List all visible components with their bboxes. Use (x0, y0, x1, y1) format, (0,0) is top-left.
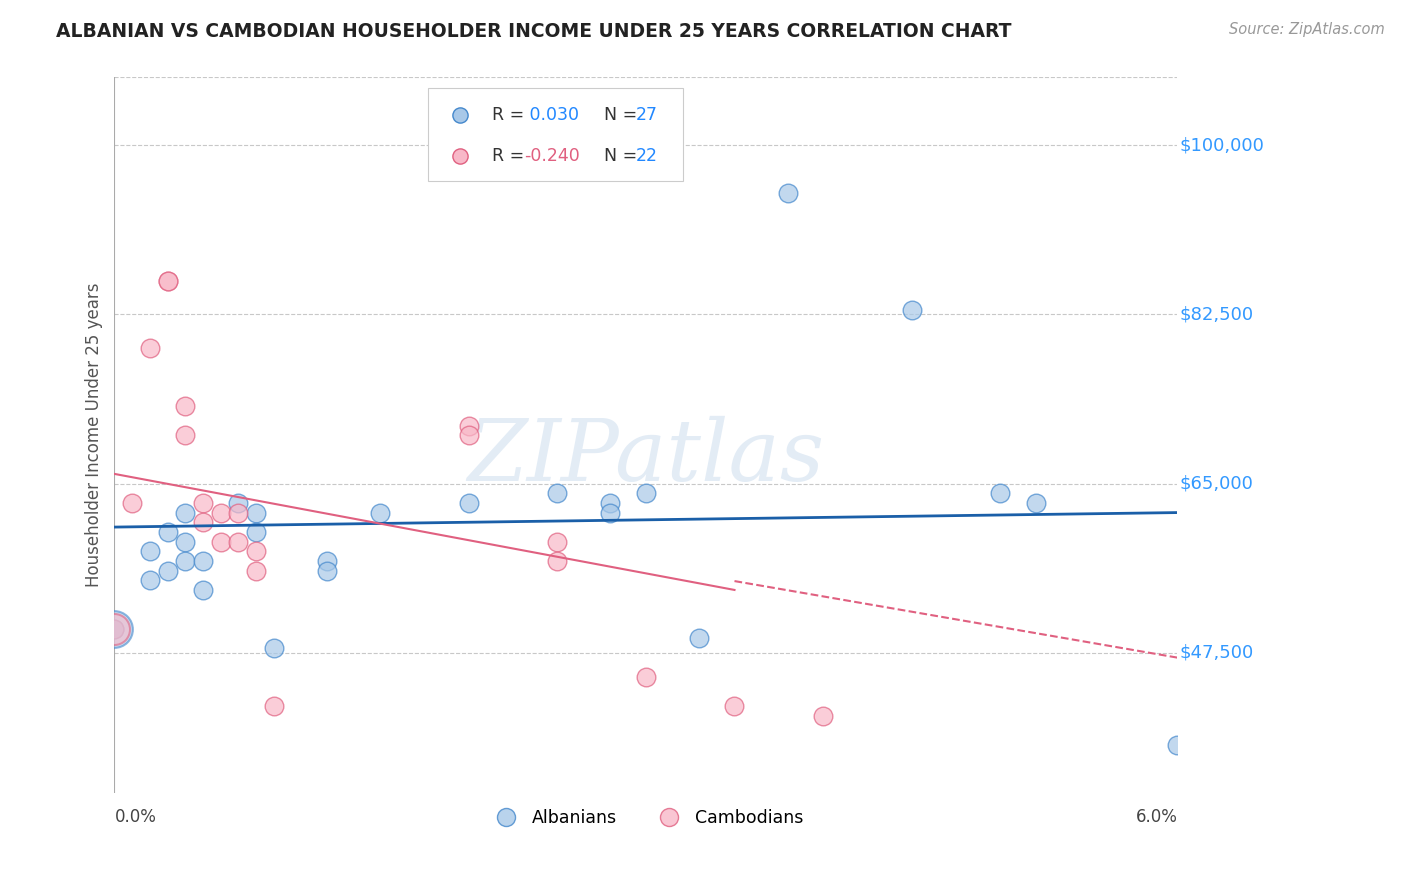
Point (988, 486, 1011, 500)
Text: 6.0%: 6.0% (1136, 807, 1177, 825)
Point (156, 524, 179, 539)
Point (457, 496, 479, 510)
Point (174, 506, 197, 520)
Text: 22: 22 (636, 147, 657, 165)
Point (156, 273, 179, 287)
Point (457, 418, 479, 433)
Point (139, 574, 162, 588)
Point (174, 399, 197, 413)
Point (191, 554, 214, 568)
Text: $100,000: $100,000 (1180, 136, 1264, 154)
Point (245, 524, 267, 539)
Text: $47,500: $47,500 (1180, 644, 1254, 662)
Point (457, 428, 479, 442)
Point (121, 496, 143, 510)
Y-axis label: Householder Income Under 25 years: Householder Income Under 25 years (86, 283, 103, 588)
Text: N =: N = (593, 147, 643, 165)
Point (688, 632, 710, 646)
Text: R =: R = (492, 147, 530, 165)
Point (228, 496, 250, 510)
Text: ALBANIAN VS CAMBODIAN HOUSEHOLDER INCOME UNDER 25 YEARS CORRELATION CHART: ALBANIAN VS CAMBODIAN HOUSEHOLDER INCOME… (56, 22, 1012, 41)
Point (811, 708, 834, 723)
Point (156, 564, 179, 578)
Point (191, 496, 214, 510)
Point (191, 515, 214, 529)
Point (191, 582, 214, 597)
Point (209, 506, 232, 520)
Point (139, 544, 162, 558)
Point (263, 698, 285, 713)
Point (174, 428, 197, 442)
Point (103, 622, 125, 636)
Point (103, 622, 125, 636)
Point (245, 564, 267, 578)
Point (776, 186, 799, 201)
Legend: Albanians, Cambodians: Albanians, Cambodians (481, 803, 810, 834)
Text: 0.030: 0.030 (523, 106, 579, 124)
Point (316, 554, 339, 568)
Point (228, 534, 250, 549)
Point (245, 544, 267, 558)
Point (900, 302, 922, 317)
Point (1025, 496, 1047, 510)
Point (103, 622, 125, 636)
Point (209, 534, 232, 549)
Point (599, 496, 621, 510)
Text: R =: R = (492, 106, 530, 124)
Point (368, 506, 391, 520)
Point (599, 506, 621, 520)
Text: $82,500: $82,500 (1180, 305, 1254, 323)
Point (634, 670, 657, 684)
Point (103, 622, 125, 636)
Point (263, 640, 285, 655)
Point (723, 698, 745, 713)
Text: 27: 27 (636, 106, 657, 124)
Point (316, 564, 339, 578)
Text: -0.240: -0.240 (523, 147, 579, 165)
Point (174, 554, 197, 568)
Text: ZIPatlas: ZIPatlas (467, 416, 824, 498)
Point (228, 506, 250, 520)
Point (546, 534, 568, 549)
Point (245, 506, 267, 520)
Text: N =: N = (593, 106, 643, 124)
Bar (427, 88, 683, 181)
Point (139, 341, 162, 355)
Point (546, 486, 568, 500)
Text: Source: ZipAtlas.com: Source: ZipAtlas.com (1229, 22, 1385, 37)
Text: 0.0%: 0.0% (114, 807, 156, 825)
Text: $65,000: $65,000 (1180, 475, 1253, 492)
Point (1166, 738, 1188, 752)
Point (174, 534, 197, 549)
Point (546, 554, 568, 568)
Point (156, 273, 179, 287)
Point (634, 486, 657, 500)
